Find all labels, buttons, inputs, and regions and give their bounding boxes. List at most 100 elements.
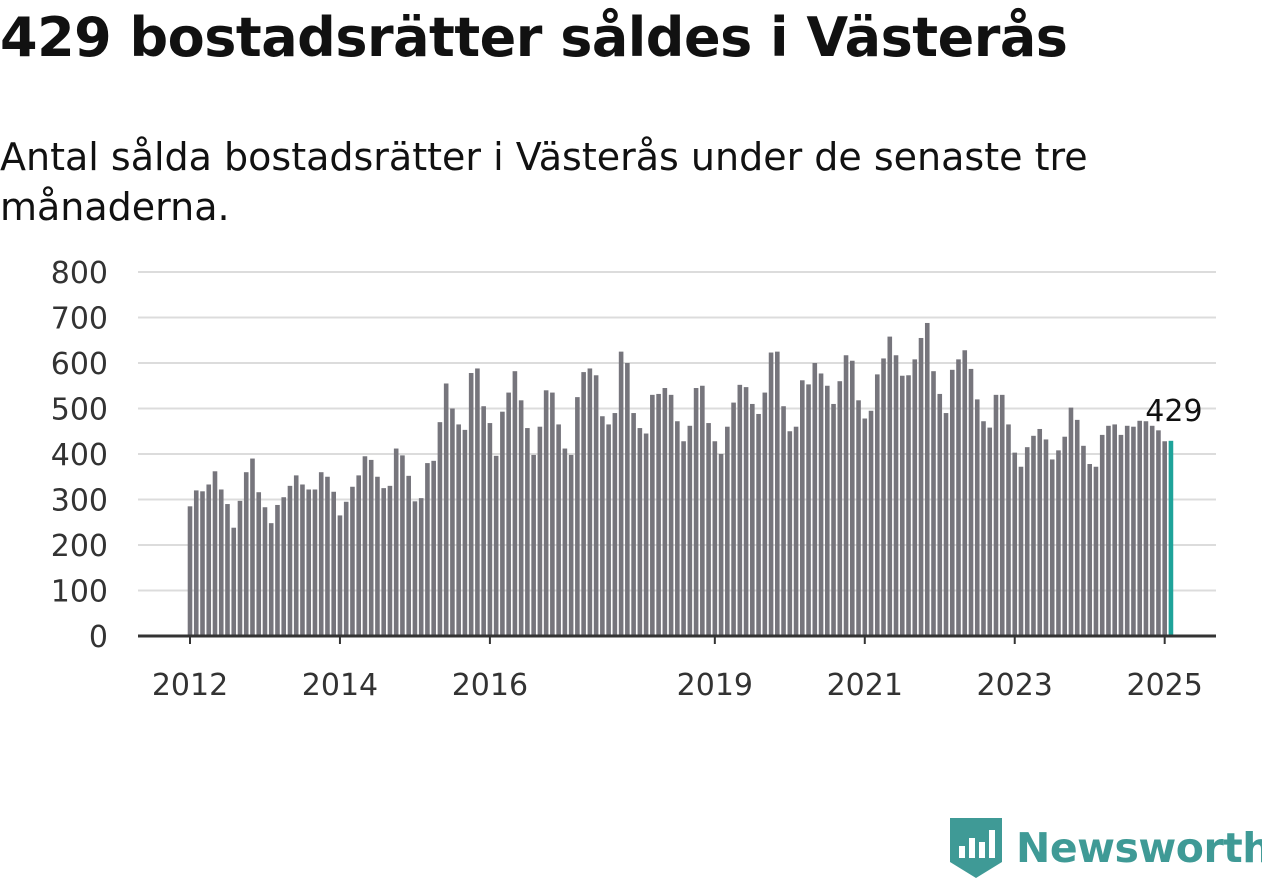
bar <box>800 380 805 636</box>
bar <box>862 418 868 636</box>
bar <box>868 410 874 636</box>
bar <box>781 406 786 636</box>
bar <box>849 360 855 636</box>
x-tick-label: 2016 <box>452 668 528 703</box>
bar <box>443 383 449 636</box>
bar <box>1156 430 1161 636</box>
bar <box>1018 466 1024 636</box>
bar <box>237 500 243 636</box>
last-value-label: 429 <box>1145 394 1202 429</box>
bar <box>962 350 968 636</box>
bar <box>1074 419 1080 637</box>
bar <box>418 498 424 636</box>
bar <box>681 441 686 636</box>
bar <box>468 373 474 636</box>
bar <box>668 394 674 636</box>
bar <box>575 397 580 637</box>
bar <box>531 454 536 636</box>
bar <box>462 429 468 636</box>
bar <box>518 400 524 636</box>
bar <box>1099 434 1105 636</box>
bar <box>306 489 312 636</box>
bar <box>475 368 480 636</box>
bar <box>662 388 668 636</box>
bar <box>243 472 249 636</box>
bar <box>650 394 655 636</box>
bar <box>656 393 661 636</box>
bar <box>212 471 218 636</box>
x-tick-label: 2012 <box>152 668 228 703</box>
bar <box>1093 466 1099 636</box>
x-tick-label: 2021 <box>827 668 903 703</box>
bar <box>500 411 505 636</box>
newsworthy-logo-icon <box>950 818 1002 878</box>
bar <box>1112 424 1117 636</box>
bar <box>350 486 355 636</box>
bar <box>956 359 961 636</box>
bar <box>793 426 799 636</box>
bar <box>412 501 418 636</box>
bars <box>187 322 1174 637</box>
x-tick-label: 2014 <box>302 668 378 703</box>
bar <box>1024 447 1030 636</box>
bar <box>949 369 955 636</box>
bar <box>393 448 399 636</box>
bar <box>825 385 830 636</box>
bar <box>525 428 530 636</box>
bar <box>331 491 336 636</box>
bar <box>737 384 743 636</box>
bar <box>293 475 299 636</box>
bar <box>631 413 636 636</box>
bar <box>362 456 368 636</box>
bar <box>637 428 643 636</box>
x-tick-label: 2019 <box>677 668 753 703</box>
bar <box>1162 441 1167 636</box>
bar <box>431 460 436 636</box>
bar <box>943 413 949 636</box>
bar <box>806 384 811 636</box>
bar <box>275 504 280 636</box>
bar <box>187 506 193 636</box>
y-tick-label: 400 <box>51 438 108 473</box>
bar <box>325 476 330 636</box>
bar <box>775 351 780 637</box>
brand-name: Newsworthy <box>1016 824 1262 872</box>
bar <box>762 392 768 636</box>
bar <box>318 472 324 636</box>
annotations: 429 <box>1145 394 1202 429</box>
bar <box>718 454 724 636</box>
bar <box>406 475 411 636</box>
bar <box>381 488 386 637</box>
bar <box>1131 426 1136 636</box>
bar <box>225 504 230 636</box>
bar <box>1143 421 1149 636</box>
bar <box>1087 464 1093 636</box>
bar <box>1031 435 1036 636</box>
bar <box>512 371 518 636</box>
y-tick-label: 200 <box>51 529 108 564</box>
bar <box>550 392 555 636</box>
bar <box>618 351 624 637</box>
bar <box>300 484 305 636</box>
bar <box>1043 439 1049 636</box>
y-tick-label: 600 <box>51 347 108 382</box>
bar <box>899 375 905 636</box>
bar <box>812 363 818 636</box>
bar <box>562 448 568 636</box>
bar <box>487 423 493 636</box>
bar <box>881 358 886 636</box>
bar <box>1149 425 1155 636</box>
bar <box>375 476 380 636</box>
bar <box>787 431 793 636</box>
bar <box>706 423 711 636</box>
y-axis-labels: 0 100 200 300 400 500 600 700 800 <box>51 256 108 655</box>
bar <box>400 455 405 636</box>
bar <box>337 515 343 636</box>
bar <box>506 392 511 636</box>
bar <box>856 400 861 636</box>
bar <box>368 459 374 636</box>
bar <box>843 355 849 636</box>
bar <box>1062 436 1068 636</box>
y-tick-label: 500 <box>51 393 108 428</box>
